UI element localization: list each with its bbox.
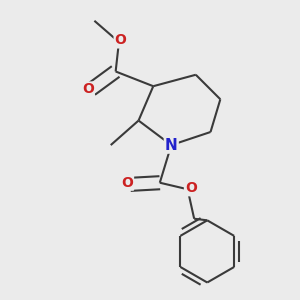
- Text: O: O: [82, 82, 94, 97]
- Text: N: N: [165, 138, 178, 153]
- Text: O: O: [185, 181, 197, 195]
- Text: O: O: [115, 33, 127, 47]
- Text: O: O: [121, 176, 133, 190]
